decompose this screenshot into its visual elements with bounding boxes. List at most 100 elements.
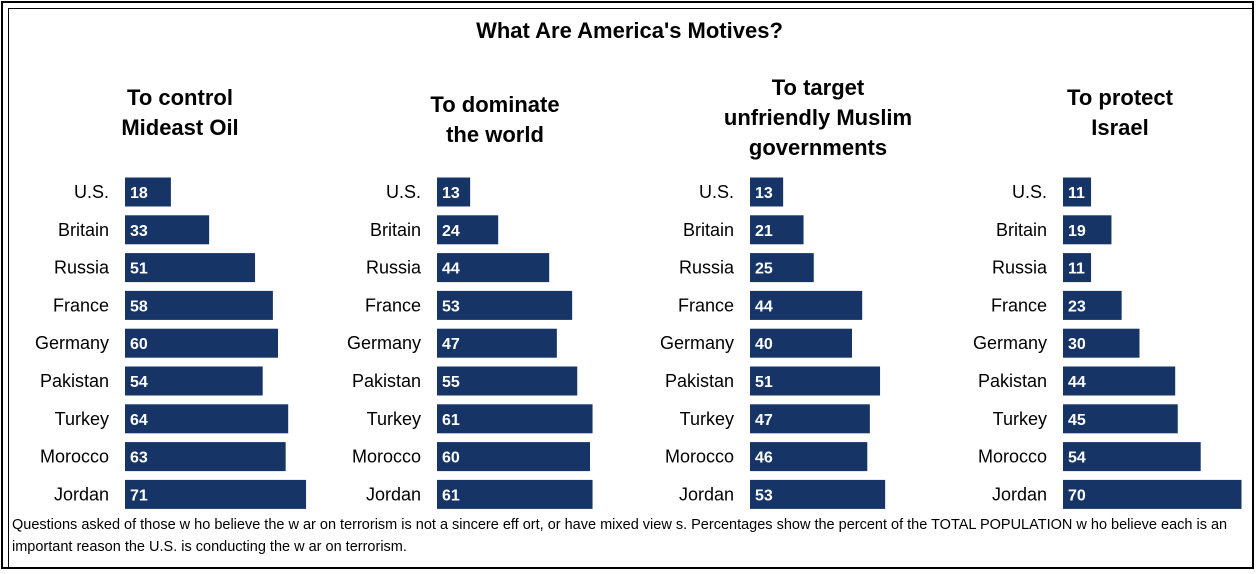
category-label: Russia — [366, 258, 422, 278]
category-label: Pakistan — [978, 371, 1047, 391]
category-label: Turkey — [55, 409, 109, 429]
bar-value-label: 11 — [1068, 185, 1085, 202]
bar-value-label: 71 — [130, 487, 148, 504]
category-label: Britain — [58, 220, 109, 240]
bar — [125, 253, 256, 283]
panel-title-line: unfriendly Muslim — [723, 105, 913, 130]
bar-value-label: 61 — [442, 412, 460, 429]
chart-panel-2: U.S. 13 Britain 24 Russia 44 France 53 Germany 47… — [347, 177, 593, 509]
bar — [750, 328, 852, 358]
panel-title-line: governments — [748, 135, 888, 160]
bar — [125, 479, 307, 509]
bar-value-label: 33 — [130, 223, 148, 240]
bar — [125, 366, 263, 396]
bar — [125, 328, 278, 358]
panel-title-line: Israel — [1091, 115, 1149, 140]
bar — [1063, 479, 1242, 509]
bar — [750, 290, 863, 320]
category-label: Turkey — [367, 409, 421, 429]
bar-value-label: 54 — [1068, 450, 1086, 467]
bar — [750, 253, 814, 283]
chart-panel-3: U.S. 13 Britain 21 Russia 25 France 44 Germany 40… — [660, 177, 886, 509]
category-label: France — [678, 295, 734, 315]
bar-value-label: 11 — [1068, 261, 1085, 278]
category-label: Morocco — [40, 447, 109, 467]
bar-value-label: 18 — [130, 185, 148, 202]
bar-value-label: 64 — [130, 412, 148, 429]
bar-value-label: 47 — [755, 412, 773, 429]
bar — [125, 290, 273, 320]
bar — [437, 479, 593, 509]
category-label: Germany — [973, 333, 1047, 353]
bar — [437, 404, 593, 434]
category-label: Morocco — [352, 447, 421, 467]
bar — [750, 442, 868, 472]
bar — [1063, 253, 1092, 283]
bar — [1063, 328, 1140, 358]
panel-title-line: the world — [446, 122, 544, 147]
category-label: Britain — [370, 220, 421, 240]
bar — [750, 177, 784, 207]
bar — [125, 442, 286, 472]
category-label: Jordan — [54, 484, 109, 504]
bar-value-label: 51 — [755, 374, 773, 391]
category-label: Russia — [54, 258, 110, 278]
panel-title-4: To protect Israel — [1000, 83, 1240, 143]
bar-value-label: 13 — [442, 185, 460, 202]
category-label: Germany — [347, 333, 421, 353]
bar — [750, 366, 881, 396]
bar — [125, 215, 210, 245]
chart-panel-4: U.S. 11 Britain 19 Russia 11 France 23 Germany 30… — [973, 177, 1242, 509]
bar-value-label: 70 — [1068, 487, 1086, 504]
category-label: U.S. — [386, 182, 421, 202]
bar-value-label: 30 — [1068, 336, 1086, 353]
panel-title-line: To protect — [1067, 85, 1173, 110]
category-label: Turkey — [680, 409, 734, 429]
category-label: Germany — [35, 333, 109, 353]
bar-value-label: 44 — [755, 298, 773, 315]
chart-panel-1: U.S. 18 Britain 33 Russia 51 France 58 Germany 60… — [35, 177, 307, 509]
panel-title-2: To dominate the world — [365, 90, 625, 150]
bar — [437, 177, 471, 207]
bar-value-label: 44 — [442, 261, 460, 278]
category-label: Jordan — [679, 484, 734, 504]
bar — [125, 177, 171, 207]
bar — [125, 404, 289, 434]
category-label: U.S. — [1012, 182, 1047, 202]
bar — [1063, 215, 1112, 245]
bar-value-label: 24 — [442, 223, 460, 240]
footnote: Questions asked of those w ho believe th… — [12, 517, 1228, 555]
bar — [437, 366, 578, 396]
bar — [750, 404, 870, 434]
bar-value-label: 60 — [442, 450, 460, 467]
bar-value-label: 51 — [130, 261, 148, 278]
category-label: Pakistan — [352, 371, 421, 391]
category-label: France — [365, 295, 421, 315]
bar-value-label: 23 — [1068, 298, 1086, 315]
panel-title-1: To control Mideast Oil — [60, 83, 300, 143]
category-label: Jordan — [366, 484, 421, 504]
bar-value-label: 60 — [130, 336, 148, 353]
bar-value-label: 13 — [755, 185, 773, 202]
category-label: Pakistan — [40, 371, 109, 391]
bar-value-label: 58 — [130, 298, 148, 315]
bar-value-label: 55 — [442, 374, 460, 391]
bar — [1063, 404, 1178, 434]
bar-value-label: 44 — [1068, 374, 1086, 391]
category-label: Pakistan — [665, 371, 734, 391]
category-label: Morocco — [665, 447, 734, 467]
bar-value-label: 45 — [1068, 412, 1086, 429]
chart-title: What Are America's Motives? — [476, 18, 783, 43]
bar — [437, 215, 499, 245]
category-label: France — [991, 295, 1047, 315]
panel-title-line: To control — [127, 85, 233, 110]
bar-value-label: 54 — [130, 374, 148, 391]
panel-title-line: To target — [771, 75, 865, 100]
panel-title-line: To dominate — [430, 92, 560, 117]
category-label: Russia — [679, 258, 735, 278]
bar — [437, 290, 573, 320]
bar-value-label: 63 — [130, 450, 148, 467]
category-label: Russia — [992, 258, 1048, 278]
category-label: France — [53, 295, 109, 315]
